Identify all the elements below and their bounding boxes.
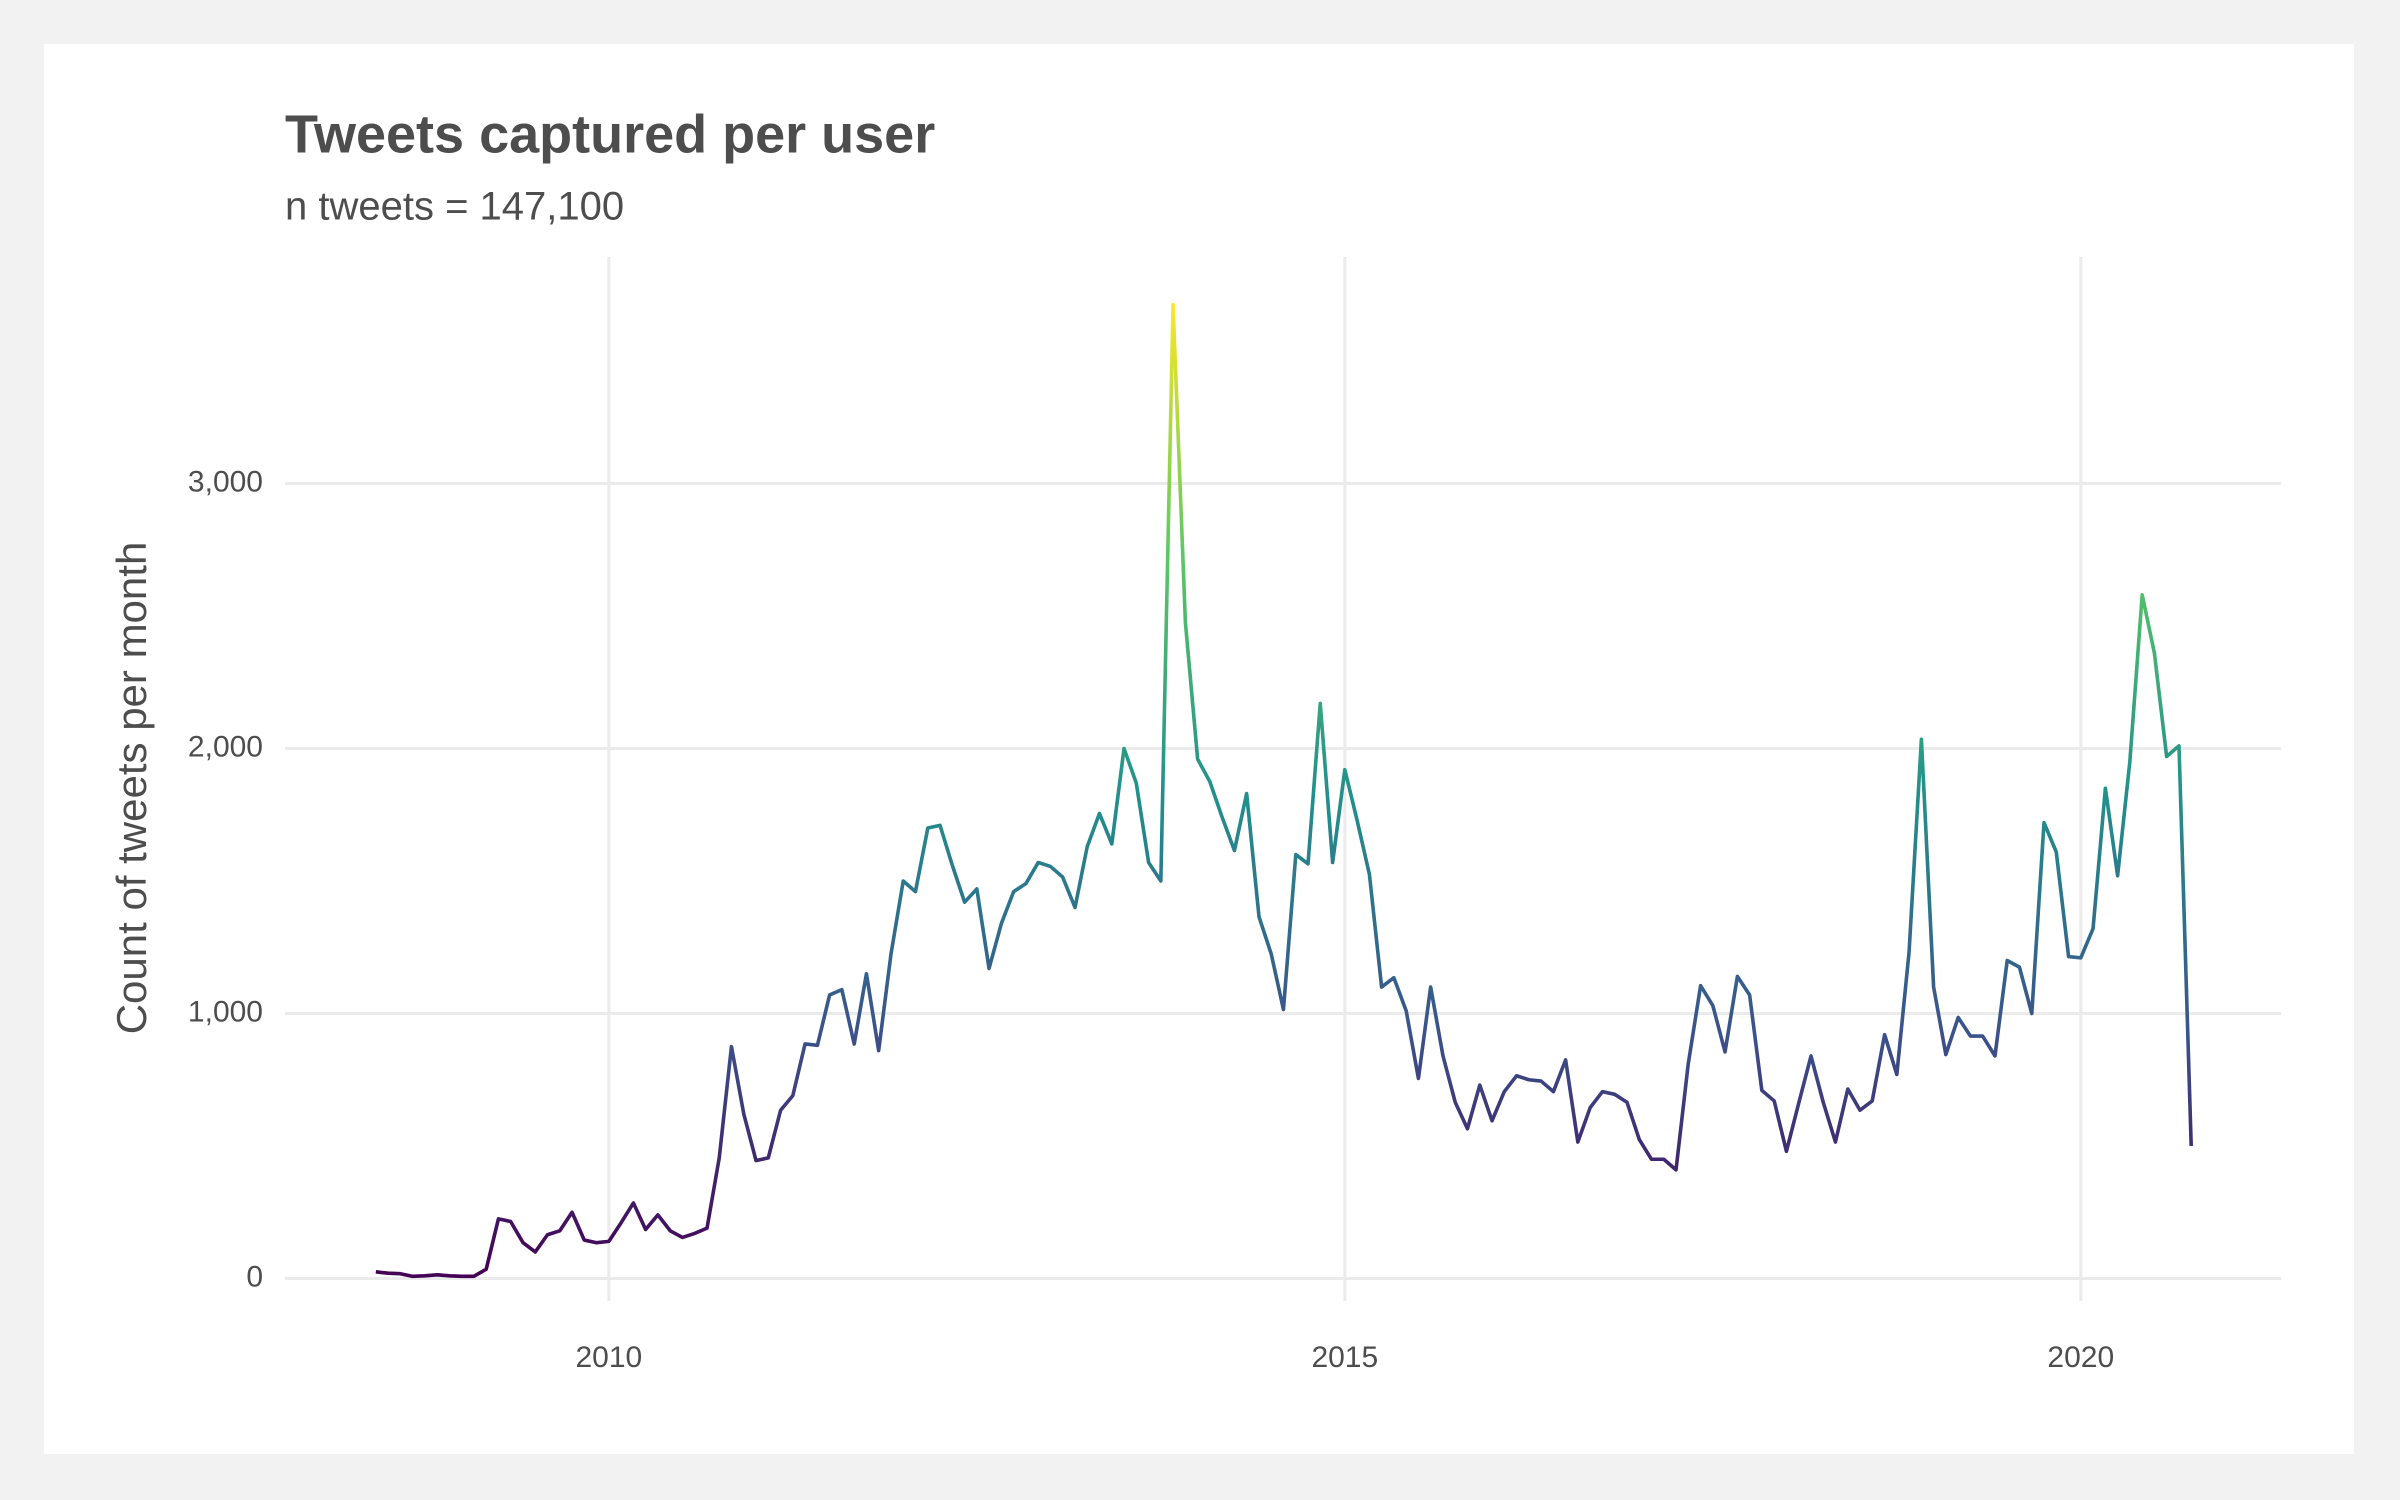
- chart-subtitle: n tweets = 147,100: [285, 185, 624, 229]
- x-tick-label: 2015: [1311, 1341, 1378, 1374]
- y-tick-label: 2,000: [188, 730, 263, 763]
- y-tick-label: 1,000: [188, 995, 263, 1028]
- y-tick-label: 3,000: [188, 465, 263, 498]
- y-tick-label: 0: [246, 1260, 263, 1293]
- chart-title: Tweets captured per user: [285, 104, 935, 164]
- x-tick-label: 2020: [2047, 1341, 2114, 1374]
- x-tick-label: 2010: [575, 1341, 642, 1374]
- data-line: [375, 302, 2194, 1279]
- y-axis-label: Count of tweets per month: [108, 542, 155, 1035]
